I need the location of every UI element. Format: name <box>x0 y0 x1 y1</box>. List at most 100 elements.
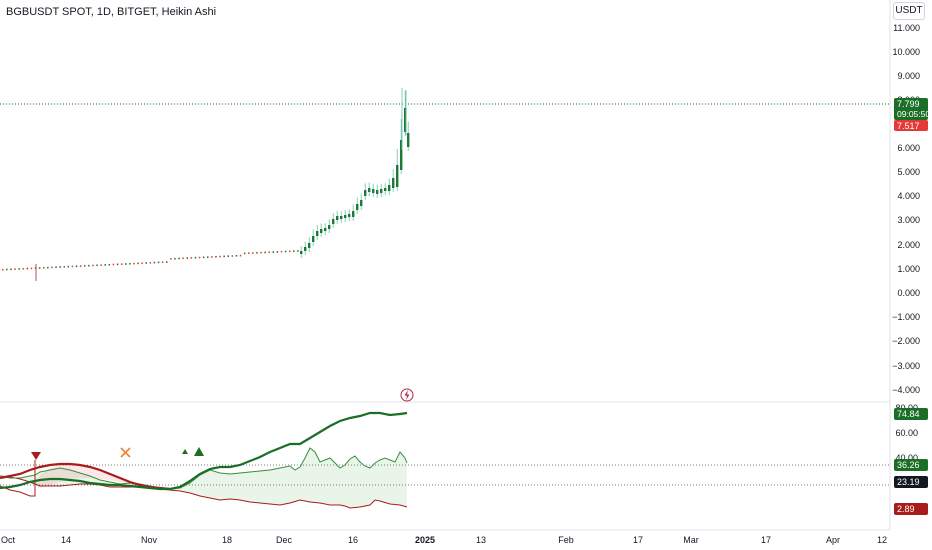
candle <box>231 255 234 257</box>
time-tick-label: 17 <box>761 535 771 545</box>
candle <box>2 268 4 271</box>
candle <box>116 263 119 266</box>
candle <box>14 268 16 270</box>
indicator-main-value: 74.84 <box>897 409 920 419</box>
time-tick-label: 12 <box>877 535 887 545</box>
candle <box>276 251 279 253</box>
price-tick-label: 4.000 <box>897 191 920 201</box>
candle <box>388 185 391 191</box>
time-tick-label: 2025 <box>415 535 435 545</box>
candle <box>170 258 172 260</box>
candle <box>186 257 188 259</box>
price-tick-label: 6.000 <box>897 143 920 153</box>
candle <box>112 263 115 266</box>
buy-small-marker <box>182 449 188 454</box>
candle <box>243 252 246 255</box>
candle <box>178 257 180 260</box>
candle <box>79 265 82 267</box>
candle <box>198 256 201 259</box>
candle <box>223 255 225 258</box>
time-tick-label: 14 <box>61 535 71 545</box>
candle <box>320 229 323 233</box>
candle <box>344 215 347 218</box>
candle <box>324 228 327 231</box>
candle <box>137 262 139 265</box>
time-axis[interactable]: Oct 14 Nov 18 Dec 16 2025 13 Feb 17 Mar 17 Apr 12 <box>1 535 887 545</box>
time-tick-label: Nov <box>141 535 158 545</box>
candle <box>356 204 359 210</box>
time-tick-label: Apr <box>826 535 840 545</box>
time-tick-label: 13 <box>476 535 486 545</box>
candle <box>161 261 164 264</box>
candle <box>264 251 266 254</box>
candles <box>2 88 410 281</box>
candle <box>26 267 29 270</box>
price-tick-label: 11.000 <box>893 23 920 33</box>
indicator-tick-label: 40.00 <box>895 453 918 463</box>
candle <box>71 265 74 268</box>
candle <box>43 266 45 269</box>
candle <box>211 256 213 258</box>
candle <box>215 255 217 258</box>
candle <box>272 251 275 253</box>
candle <box>256 252 258 254</box>
candle <box>141 262 143 265</box>
candle <box>30 267 33 270</box>
signal-line <box>0 447 408 490</box>
price-tick-label: 0.000 <box>897 288 920 298</box>
candle <box>104 264 106 266</box>
candle <box>96 264 98 267</box>
time-tick-label: Feb <box>558 535 574 545</box>
indicator-lower-tag: 2.89 <box>894 503 928 515</box>
indicator-level-value: 23.19 <box>897 477 920 487</box>
candle <box>297 250 299 252</box>
lightning-icon[interactable] <box>400 388 414 402</box>
candle <box>59 266 61 268</box>
candle <box>312 236 315 242</box>
price-tick-label: 5.000 <box>897 167 920 177</box>
candle <box>392 178 395 188</box>
candle <box>51 266 53 269</box>
candle <box>227 255 229 257</box>
candle <box>84 265 86 267</box>
candle <box>360 200 363 206</box>
indicator-signal-value: 36.26 <box>897 460 920 470</box>
candle <box>38 267 41 269</box>
candle <box>364 190 367 196</box>
candle <box>202 256 205 259</box>
price-tick-label: −3.000 <box>892 361 920 371</box>
price-axis[interactable]: 11.00010.0009.0008.0007.0006.0005.0004.0… <box>892 23 920 395</box>
candle <box>304 247 307 251</box>
candle <box>219 255 221 258</box>
candle <box>260 251 262 254</box>
currency-button[interactable]: USDT <box>893 2 925 20</box>
candle <box>125 263 127 265</box>
trend-red-line <box>0 462 171 491</box>
candle <box>332 219 335 224</box>
open-price-tag: 7.517 <box>894 120 928 131</box>
candle <box>145 262 147 264</box>
price-tick-label: 10.000 <box>892 47 920 57</box>
cross-marker <box>120 447 131 458</box>
price-tick-label: −2.000 <box>892 336 920 346</box>
candle <box>252 252 254 254</box>
candle <box>6 268 8 271</box>
symbol-title: BGBUSDT SPOT, 1D, BITGET, Heikin Ashi <box>6 6 217 18</box>
candle <box>63 266 65 268</box>
lower-band-line <box>0 475 408 509</box>
candle <box>55 266 57 269</box>
open-price-value: 7.517 <box>897 121 920 131</box>
candle <box>10 268 12 271</box>
candle <box>108 263 111 266</box>
candle <box>67 265 70 268</box>
candle <box>133 262 135 265</box>
time-tick-label: Oct <box>1 535 16 545</box>
candle <box>235 255 238 257</box>
candle <box>157 261 160 264</box>
price-tick-label: 9.000 <box>897 71 920 81</box>
candle <box>120 263 123 265</box>
bar-countdown: 09:05:50 <box>897 109 930 119</box>
candle <box>153 261 156 264</box>
candle <box>404 108 407 132</box>
